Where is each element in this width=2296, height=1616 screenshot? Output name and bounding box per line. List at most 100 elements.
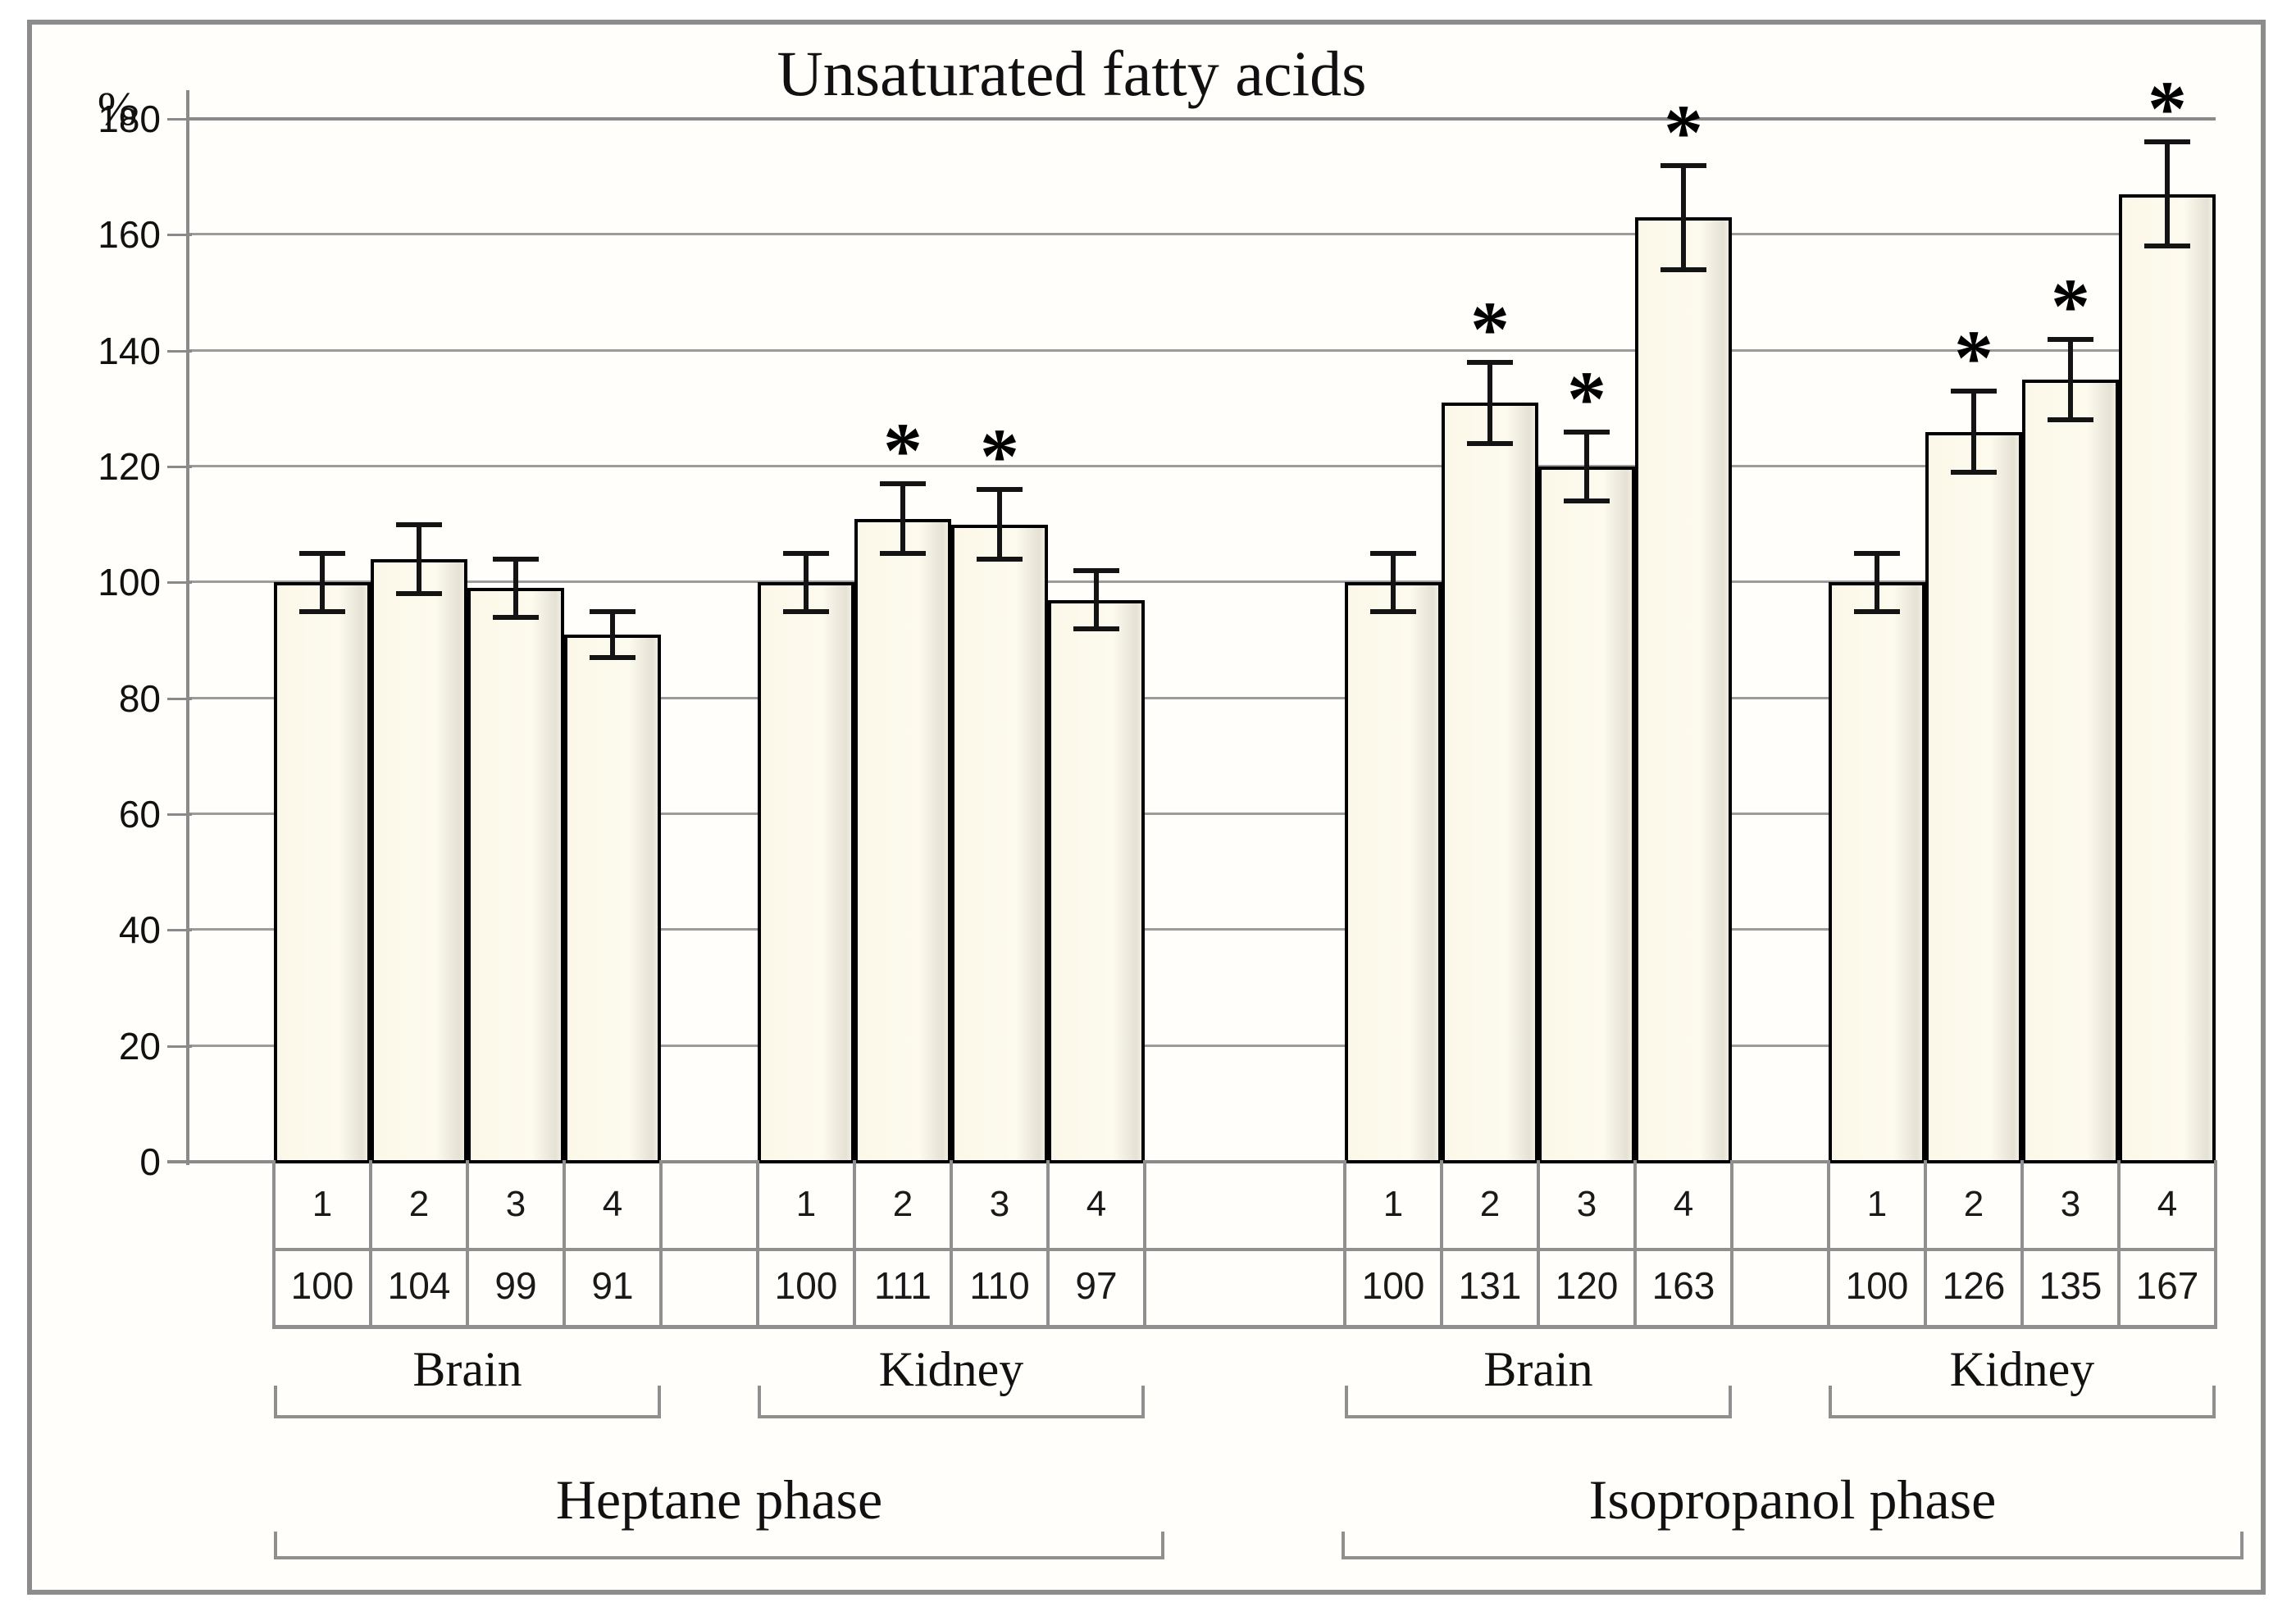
gridline xyxy=(189,697,2216,699)
error-bar-cap-top xyxy=(493,557,539,562)
bar xyxy=(2119,194,2216,1163)
bar xyxy=(1442,403,1538,1163)
gridline xyxy=(189,349,2216,352)
phase-bracket-stub-left xyxy=(1342,1532,1345,1559)
significance-asterisk: * xyxy=(980,412,1019,500)
y-axis-tick xyxy=(167,813,192,816)
organ-bracket-stub-right xyxy=(658,1386,661,1418)
table-cell-bar-number: 4 xyxy=(602,1184,623,1224)
y-axis-tick xyxy=(167,350,192,353)
table-column-border xyxy=(1924,1160,1927,1329)
bar xyxy=(1925,432,2022,1163)
table-cell-bar-value: 131 xyxy=(1458,1264,1522,1307)
error-bar-cap-bottom xyxy=(2048,417,2093,422)
organ-bracket-line xyxy=(758,1415,1145,1418)
bar xyxy=(758,582,854,1163)
y-tick-label: 100 xyxy=(98,561,161,603)
table-cell-bar-value: 91 xyxy=(591,1264,634,1307)
y-axis-line xyxy=(186,90,189,1165)
table-column-border xyxy=(1143,1160,1146,1329)
organ-bracket-stub-right xyxy=(1729,1386,1732,1418)
error-bar-whisker xyxy=(610,612,615,658)
error-bar-whisker xyxy=(1487,362,1492,444)
error-bar-whisker xyxy=(320,553,325,612)
y-tick-label: 0 xyxy=(139,1140,161,1183)
error-bar-cap-bottom xyxy=(299,609,345,614)
error-bar-cap-bottom xyxy=(1370,609,1416,614)
organ-bracket-stub-right xyxy=(2212,1386,2216,1418)
table-cell-bar-number: 3 xyxy=(989,1184,1010,1224)
error-bar-cap-top xyxy=(880,481,926,486)
y-axis-tick xyxy=(167,234,192,236)
table-cell-bar-number: 3 xyxy=(505,1184,526,1224)
error-bar-cap-top xyxy=(1467,360,1513,365)
organ-bracket-stub-left xyxy=(1829,1386,1832,1418)
organ-bracket-line xyxy=(1829,1415,2216,1418)
table-column-border xyxy=(2117,1160,2121,1329)
bar xyxy=(1345,582,1442,1163)
error-bar-cap-top xyxy=(396,522,442,527)
bar xyxy=(1635,217,1732,1163)
error-bar-cap-bottom xyxy=(1073,626,1119,631)
y-axis-tick xyxy=(167,698,192,700)
y-tick-label: 80 xyxy=(118,677,161,720)
table-column-border xyxy=(756,1160,759,1329)
organ-bracket-stub-right xyxy=(1141,1386,1145,1418)
table-cell-bar-number: 3 xyxy=(2060,1184,2081,1224)
error-bar-cap-top xyxy=(1370,551,1416,556)
table-row-divider xyxy=(274,1248,2216,1251)
table-column-border xyxy=(1633,1160,1637,1329)
y-axis-tick xyxy=(167,118,192,121)
table-cell-bar-number: 1 xyxy=(1866,1184,1888,1224)
table-column-border xyxy=(1343,1160,1346,1329)
bar xyxy=(854,519,951,1163)
table-column-border xyxy=(1537,1160,1540,1329)
table-column-border xyxy=(1827,1160,1830,1329)
error-bar-whisker xyxy=(1094,571,1099,629)
error-bar-whisker xyxy=(900,484,905,553)
y-axis-tick xyxy=(167,929,192,931)
organ-group-label: Kidney xyxy=(878,1342,1024,1396)
y-tick-label: 60 xyxy=(118,793,161,835)
table-cell-bar-value: 120 xyxy=(1555,1264,1619,1307)
error-bar-whisker xyxy=(804,553,809,612)
table-bottom-border xyxy=(274,1325,2216,1329)
y-tick-label: 180 xyxy=(98,98,161,140)
error-bar-whisker xyxy=(2165,142,2170,246)
table-cell-bar-value: 100 xyxy=(1845,1264,1909,1307)
error-bar-cap-bottom xyxy=(880,551,926,556)
error-bar-whisker xyxy=(997,489,1002,559)
error-bar-cap-top xyxy=(590,609,636,614)
error-bar-cap-top xyxy=(1564,430,1610,435)
error-bar-whisker xyxy=(1875,553,1879,612)
table-column-border xyxy=(272,1160,276,1329)
error-bar-cap-top xyxy=(1073,568,1119,573)
table-column-border xyxy=(2214,1160,2217,1329)
table-column-border xyxy=(466,1160,469,1329)
error-bar-whisker xyxy=(417,525,421,594)
significance-asterisk: * xyxy=(1954,314,1993,402)
gridline xyxy=(189,1045,2216,1047)
error-bar-cap-top xyxy=(2144,139,2190,144)
significance-asterisk: * xyxy=(1567,355,1606,443)
organ-bracket-stub-left xyxy=(758,1386,761,1418)
error-bar-cap-bottom xyxy=(1660,267,1706,272)
phase-bracket-stub-left xyxy=(274,1532,277,1559)
error-bar-whisker xyxy=(1681,166,1686,270)
phase-label: Heptane phase xyxy=(555,1468,883,1531)
phase-label: Isopropanol phase xyxy=(1588,1468,1997,1531)
error-bar-cap-bottom xyxy=(1854,609,1900,614)
organ-bracket-stub-left xyxy=(274,1386,277,1418)
error-bar-cap-top xyxy=(783,551,829,556)
table-cell-bar-value: 97 xyxy=(1075,1264,1118,1307)
gridline xyxy=(189,117,2216,121)
table-cell-bar-number: 3 xyxy=(1576,1184,1597,1224)
gridline xyxy=(189,928,2216,931)
table-cell-bar-number: 4 xyxy=(1086,1184,1107,1224)
table-cell-bar-value: 100 xyxy=(774,1264,838,1307)
table-cell-bar-value: 163 xyxy=(1651,1264,1715,1307)
y-tick-label: 20 xyxy=(118,1025,161,1067)
table-cell-bar-number: 2 xyxy=(892,1184,913,1224)
error-bar-whisker xyxy=(1391,553,1396,612)
